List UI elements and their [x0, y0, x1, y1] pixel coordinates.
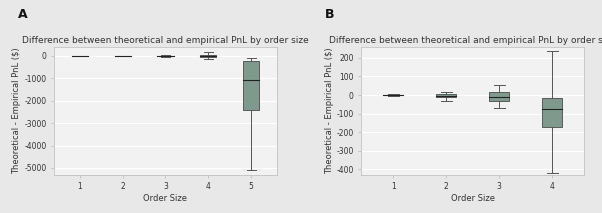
Text: A: A: [18, 8, 28, 21]
X-axis label: Order Size: Order Size: [143, 194, 187, 203]
Title: Difference between theoretical and empirical PnL by order size: Difference between theoretical and empir…: [329, 36, 602, 45]
Y-axis label: Theoretical - Empirical PnL ($): Theoretical - Empirical PnL ($): [324, 47, 334, 174]
Y-axis label: Theoretical - Empirical PnL ($): Theoretical - Empirical PnL ($): [13, 47, 22, 174]
Bar: [200, 55, 216, 57]
Text: B: B: [325, 8, 335, 21]
X-axis label: Order Size: Order Size: [451, 194, 495, 203]
Bar: [489, 92, 509, 102]
Bar: [436, 94, 456, 97]
Bar: [542, 98, 562, 127]
Bar: [243, 61, 259, 110]
Title: Difference between theoretical and empirical PnL by order size: Difference between theoretical and empir…: [22, 36, 309, 45]
